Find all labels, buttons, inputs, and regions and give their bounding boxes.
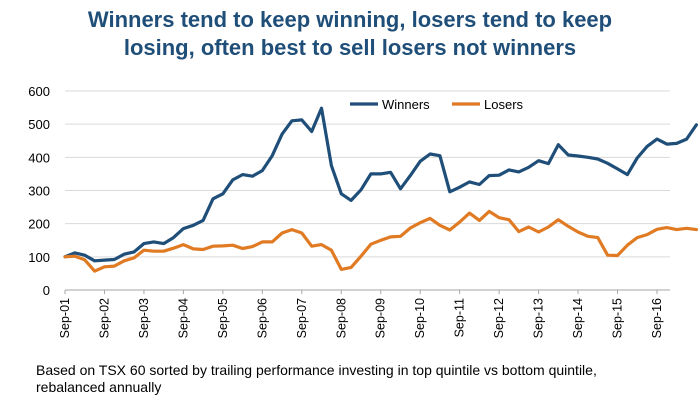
x-tick-label: Sep-12 bbox=[492, 298, 506, 338]
x-tick-label: Sep-16 bbox=[650, 298, 664, 338]
y-tick-label: 100 bbox=[28, 250, 50, 265]
y-tick-label: 0 bbox=[43, 283, 50, 298]
series-line-losers bbox=[63, 209, 698, 273]
x-tick-label: Sep-03 bbox=[137, 298, 151, 338]
x-tick-label: Sep-02 bbox=[97, 298, 111, 338]
x-tick-label: Sep-07 bbox=[295, 298, 309, 338]
y-tick-label: 400 bbox=[28, 150, 50, 165]
x-tick-label: Sep-01 bbox=[58, 298, 72, 338]
legend-label-winners: Winners bbox=[382, 97, 430, 112]
chart-title-line-1: Winners tend to keep winning, losers ten… bbox=[87, 7, 613, 32]
x-tick-label: Sep-11 bbox=[453, 298, 467, 337]
x-tick-label: Sep-05 bbox=[216, 298, 230, 338]
y-tick-label: 600 bbox=[28, 84, 50, 99]
caption-line-2: rebalanced annually bbox=[36, 379, 162, 395]
y-tick-label: 300 bbox=[28, 184, 50, 199]
x-tick-label: Sep-09 bbox=[374, 298, 388, 338]
x-tick-label: Sep-14 bbox=[571, 298, 585, 338]
chart-title: Winners tend to keep winning, losers ten… bbox=[0, 6, 700, 62]
x-tick-label: Sep-13 bbox=[532, 298, 546, 338]
x-tick-label: Sep-08 bbox=[334, 298, 348, 338]
x-tick-label: Sep-06 bbox=[255, 298, 269, 338]
series-line-winners bbox=[63, 106, 698, 263]
y-tick-label: 500 bbox=[28, 117, 50, 132]
y-tick-label: 200 bbox=[28, 217, 50, 232]
chart-caption: Based on TSX 60 sorted by trailing perfo… bbox=[36, 362, 676, 396]
legend-label-losers: Losers bbox=[484, 97, 524, 112]
x-tick-label: Sep-04 bbox=[176, 298, 190, 338]
caption-line-1: Based on TSX 60 sorted by trailing perfo… bbox=[36, 362, 597, 378]
chart-title-line-2: losing, often best to sell losers not wi… bbox=[123, 35, 577, 60]
x-tick-label: Sep-15 bbox=[611, 298, 625, 338]
x-tick-label: Sep-10 bbox=[413, 298, 427, 338]
